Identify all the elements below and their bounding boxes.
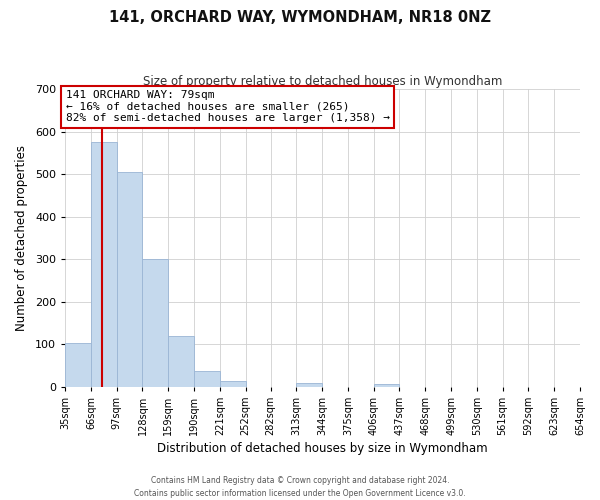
Bar — [142, 259, 168, 386]
Bar — [220, 380, 245, 386]
Bar — [168, 336, 194, 386]
Bar — [296, 383, 322, 386]
Bar — [374, 384, 400, 386]
Bar — [116, 172, 142, 386]
Bar — [91, 142, 116, 386]
Text: 141, ORCHARD WAY, WYMONDHAM, NR18 0NZ: 141, ORCHARD WAY, WYMONDHAM, NR18 0NZ — [109, 10, 491, 25]
Bar — [194, 371, 220, 386]
Text: Contains HM Land Registry data © Crown copyright and database right 2024.
Contai: Contains HM Land Registry data © Crown c… — [134, 476, 466, 498]
X-axis label: Distribution of detached houses by size in Wymondham: Distribution of detached houses by size … — [157, 442, 488, 455]
Bar — [65, 343, 91, 386]
Title: Size of property relative to detached houses in Wymondham: Size of property relative to detached ho… — [143, 75, 502, 88]
Y-axis label: Number of detached properties: Number of detached properties — [15, 145, 28, 331]
Text: 141 ORCHARD WAY: 79sqm
← 16% of detached houses are smaller (265)
82% of semi-de: 141 ORCHARD WAY: 79sqm ← 16% of detached… — [66, 90, 390, 123]
